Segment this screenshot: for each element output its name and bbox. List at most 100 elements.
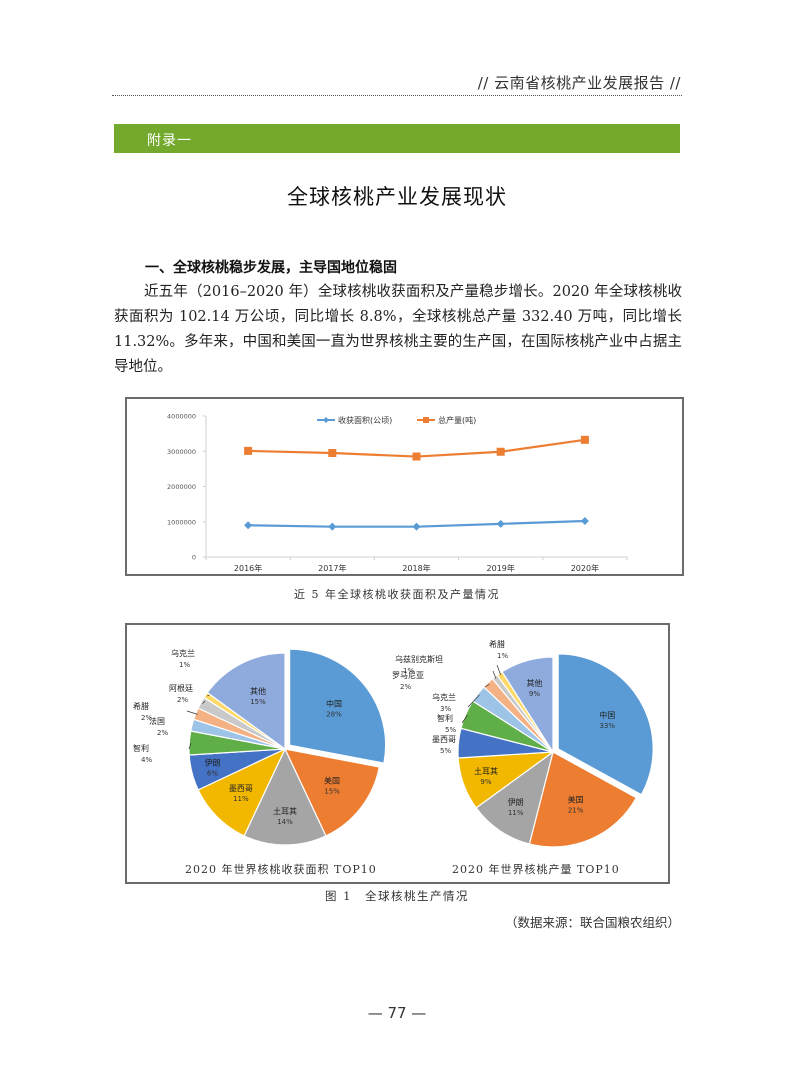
leader-line [186, 710, 198, 715]
pie-right-caption: 2020 年世界核桃产量 TOP10 [452, 863, 620, 876]
x-tick-label: 2020年 [571, 563, 599, 573]
slice-value: 11% [508, 809, 524, 817]
leader-line [492, 670, 497, 679]
slice-value: 15% [324, 787, 340, 795]
slice-value: 6% [207, 770, 218, 778]
data-marker [580, 516, 589, 525]
x-tick-label: 2016年 [234, 563, 262, 573]
leader-line [461, 714, 468, 724]
slice-value: 2% [157, 729, 168, 737]
line-chart: 0 1000000 2000000 3000000 4000000 2016年 2017年 2… [125, 397, 684, 576]
slice-label: 希腊 [489, 639, 505, 649]
page-title: 全球核桃产业发展现状 [287, 185, 507, 209]
slice-label: 墨西哥 [432, 735, 456, 744]
slice-label: 伊朗 [508, 797, 524, 807]
slice-value: 11% [233, 795, 249, 803]
slice-label: 中国 [599, 710, 615, 720]
header-rule [112, 95, 682, 96]
pie-slice [557, 653, 654, 796]
pie-charts-plot: 中国28%美国15%土耳其14%墨西哥11%伊朗6%智利4%法国2%希腊2%阿根… [133, 639, 654, 848]
slice-value: 1% [179, 661, 190, 669]
slice-value: 3% [440, 705, 451, 713]
section-heading: 一、全球核桃稳步发展，主导国地位稳固 [145, 260, 397, 276]
leader-line [484, 683, 490, 688]
slice-label: 智利 [133, 743, 149, 753]
data-marker [328, 449, 337, 458]
pie-slice [528, 751, 638, 848]
slice-value: 4% [141, 756, 152, 764]
legend-label: 收获面积(公顷) [338, 415, 392, 425]
slice-value: 2% [177, 696, 188, 704]
data-marker [244, 521, 253, 530]
appendix-bar: 附录一 [114, 124, 680, 153]
slice-label: 美国 [324, 775, 340, 785]
y-tick-label: 1000000 [167, 518, 196, 526]
x-tick-label: 2019年 [487, 563, 515, 573]
pie-slice [475, 750, 554, 845]
slice-label: 乌兹别克斯坦 [395, 654, 443, 664]
source-note: （数据来源：联合国粮农组织） [504, 915, 680, 930]
data-marker [328, 522, 337, 531]
data-marker [412, 452, 421, 461]
legend-label: 总产量(吨) [438, 415, 476, 425]
slice-label: 美国 [568, 794, 584, 804]
pie-left-caption: 2020 年世界核桃收获面积 TOP10 [185, 863, 377, 876]
figure-caption: 图 1 全球核桃生产情况 [325, 889, 469, 903]
slice-label: 希腊 [133, 701, 149, 711]
slice-value: 21% [568, 806, 584, 814]
slice-value: 2% [400, 683, 411, 691]
y-tick-label: 2000000 [167, 483, 196, 491]
y-tick-label: 3000000 [167, 448, 196, 456]
slice-label: 罗马尼亚 [392, 671, 424, 680]
leader-line [188, 742, 192, 750]
appendix-label: 附录一 [147, 133, 192, 149]
pie-slice [289, 648, 387, 764]
slice-label: 中国 [326, 698, 342, 708]
page-number: — 77 — [367, 1004, 427, 1022]
slice-label: 乌克兰 [432, 692, 456, 702]
leader-line [202, 700, 206, 704]
data-marker [412, 522, 421, 531]
line-chart-plot: 0 1000000 2000000 3000000 4000000 2016年 2017年 2… [167, 413, 628, 573]
pie-slice [206, 652, 286, 751]
body-paragraph: 近五年（2016–2020 年）全球核桃收获面积及产量稳步增长。2020 年全球… [114, 284, 682, 375]
data-marker [496, 519, 505, 528]
slice-label: 伊朗 [204, 758, 220, 768]
slice-label: 土耳其 [474, 766, 498, 776]
pie-slice [283, 748, 381, 837]
running-header: // 云南省核桃产业发展报告 // [477, 74, 681, 92]
slice-label: 土耳其 [273, 806, 297, 816]
slice-value: 28% [326, 710, 342, 718]
y-tick-label: 0 [192, 554, 196, 562]
slice-label: 墨西哥 [229, 784, 253, 793]
slice-label: 法国 [149, 716, 165, 726]
slice-label: 其他 [526, 678, 542, 688]
leader-line [467, 694, 480, 708]
pie-slice [501, 656, 554, 755]
leader-line [496, 664, 501, 676]
line-chart-caption: 近 5 年全球核桃收获面积及产量情况 [294, 588, 500, 601]
slice-value: 15% [250, 698, 266, 706]
slice-value: 5% [440, 747, 451, 755]
slice-value: 5% [445, 726, 456, 734]
slice-value: 14% [277, 818, 293, 826]
x-tick-label: 2018年 [402, 563, 430, 573]
x-tick-label: 2017年 [318, 563, 346, 573]
slice-value: 9% [529, 690, 540, 698]
slice-label: 其他 [250, 686, 266, 696]
data-marker [580, 435, 589, 444]
slice-label: 阿根廷 [169, 683, 193, 693]
slice-value: 33% [599, 722, 615, 730]
data-marker [496, 447, 505, 456]
data-marker [244, 446, 253, 455]
pie-slice [197, 747, 287, 837]
slice-value: 1% [497, 652, 508, 660]
slice-label: 智利 [437, 713, 453, 723]
pie-slice [243, 747, 327, 846]
slice-value: 2% [141, 714, 152, 722]
y-tick-label: 4000000 [167, 413, 196, 421]
slice-value: 1% [403, 667, 414, 675]
pie-charts-panel: 中国 28% 美国 15% 土耳其 14% 墨西哥 11% 伊朗 6% 智利 4% 法国 2% 希腊 2% 阿根… [125, 623, 670, 884]
slice-label: 乌克兰 [171, 648, 195, 658]
slice-value: 9% [480, 778, 491, 786]
